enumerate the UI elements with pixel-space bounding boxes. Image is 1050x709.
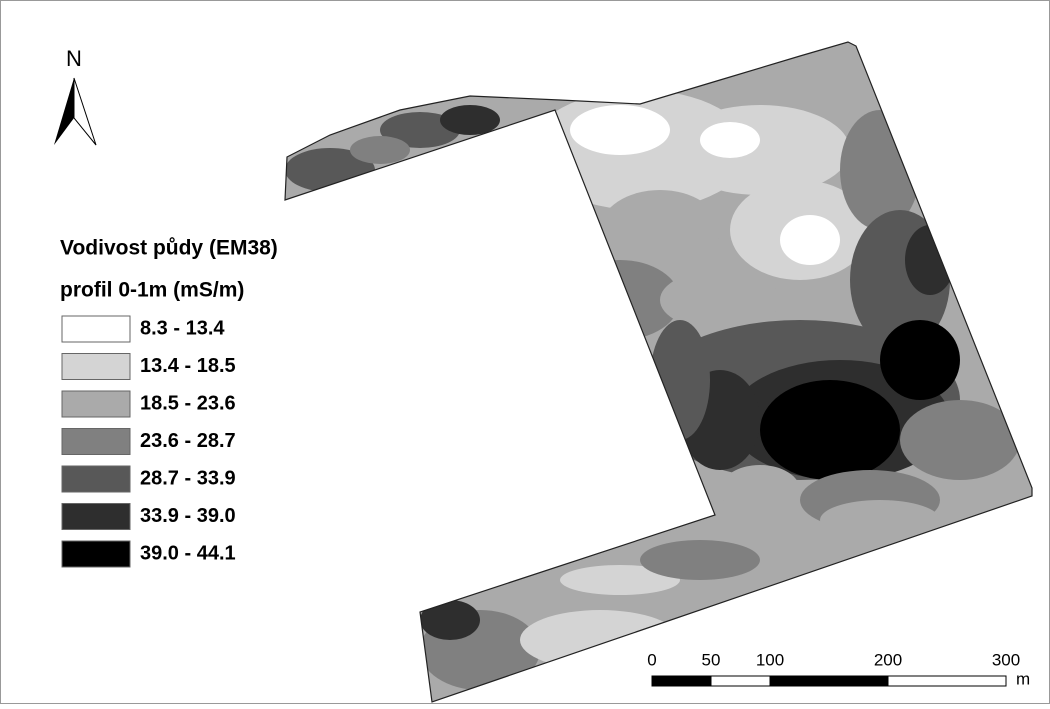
scale-label: 300	[992, 650, 1020, 669]
legend-swatch	[62, 391, 130, 417]
legend-label: 18.5 - 23.6	[140, 392, 236, 414]
map: N Vodivost půdy (EM38) profil 0-1m (mS/m…	[0, 0, 1050, 704]
scale-label: 100	[756, 650, 784, 669]
map-zone	[350, 136, 410, 164]
legend-swatch	[62, 429, 130, 455]
map-zone	[880, 320, 960, 400]
map-zone	[640, 540, 760, 580]
map-zone	[670, 105, 850, 195]
legend-swatch	[62, 354, 130, 380]
north-label: N	[66, 46, 82, 71]
legend-label: 23.6 - 28.7	[140, 430, 236, 452]
legend-title: Vodivost půdy (EM38)	[60, 237, 278, 260]
legend-swatch	[62, 504, 130, 530]
scale-label: 0	[647, 650, 656, 669]
scale-label: 200	[874, 650, 902, 669]
map-zone	[760, 380, 900, 480]
legend-label: 8.3 - 13.4	[140, 317, 225, 339]
scale-segment	[711, 676, 770, 686]
legend-label: 33.9 - 39.0	[140, 505, 236, 527]
map-zone	[780, 215, 840, 265]
map-zone	[720, 465, 800, 515]
map-zone	[600, 190, 720, 270]
legend-label: 13.4 - 18.5	[140, 355, 236, 377]
scale-segment	[652, 676, 711, 686]
map-zone	[700, 122, 760, 158]
legend-swatch	[62, 541, 130, 567]
map-zone	[440, 105, 500, 135]
legend-subtitle: profil 0-1m (mS/m)	[60, 279, 244, 302]
scale-segment	[770, 676, 888, 686]
scale-label: 50	[702, 650, 721, 669]
legend-swatch	[62, 316, 130, 342]
scale-segment	[888, 676, 1006, 686]
legend-label: 39.0 - 44.1	[140, 542, 236, 564]
legend-swatch	[62, 466, 130, 492]
map-zone	[570, 105, 670, 155]
legend-label: 28.7 - 33.9	[140, 467, 236, 489]
scale-unit: m	[1016, 669, 1030, 688]
